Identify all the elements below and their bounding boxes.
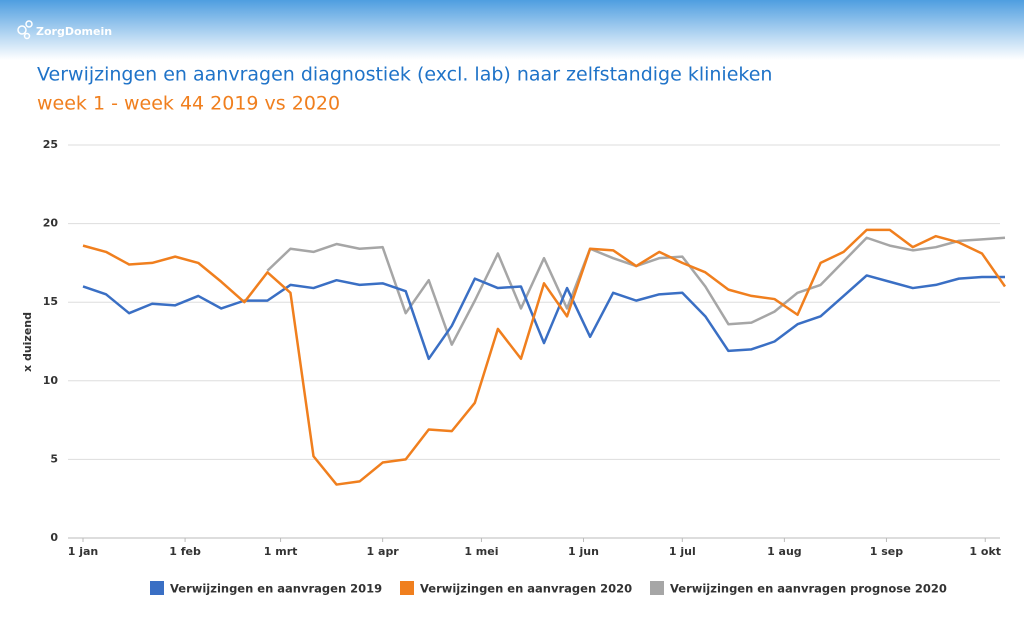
x-tick-label: 1 jul <box>669 545 696 558</box>
y-tick-label: 15 <box>43 295 58 308</box>
x-tick-label: 1 sep <box>870 545 903 558</box>
chart-title: Verwijzingen en aanvragen diagnostiek (e… <box>37 64 772 86</box>
y-tick-label: 10 <box>43 374 59 387</box>
y-tick-label: 0 <box>50 531 58 544</box>
legend-label: Verwijzingen en aanvragen prognose 2020 <box>670 582 947 596</box>
x-tick-label: 1 apr <box>367 545 400 558</box>
y-tick-label: 20 <box>43 217 59 230</box>
x-tick-label: 1 mei <box>464 545 498 558</box>
x-tick-label: 1 aug <box>767 545 802 558</box>
legend-label: Verwijzingen en aanvragen 2020 <box>420 582 632 596</box>
series-line <box>82 274 1005 361</box>
x-tick-label: 1 mrt <box>264 545 298 558</box>
y-tick-label: 25 <box>43 138 58 151</box>
x-tick-label: 1 jun <box>568 545 599 558</box>
legend-swatch <box>150 581 164 595</box>
brand: ZorgDomein <box>36 25 112 38</box>
series-line <box>266 236 1006 346</box>
header-band <box>0 0 1024 60</box>
x-tick-label: 1 okt <box>969 545 1001 558</box>
chart-subtitle: week 1 - week 44 2019 vs 2020 <box>37 93 340 115</box>
series-line <box>82 228 1007 486</box>
x-tick-label: 1 feb <box>169 545 201 558</box>
y-axis-label: x duizend <box>21 312 34 372</box>
x-tick-label: 1 jan <box>68 545 99 558</box>
legend-label: Verwijzingen en aanvragen 2019 <box>170 582 382 596</box>
logo-icon <box>17 20 33 40</box>
legend-swatch <box>400 581 414 595</box>
legend-swatch <box>650 581 664 595</box>
y-tick-label: 5 <box>50 452 58 465</box>
